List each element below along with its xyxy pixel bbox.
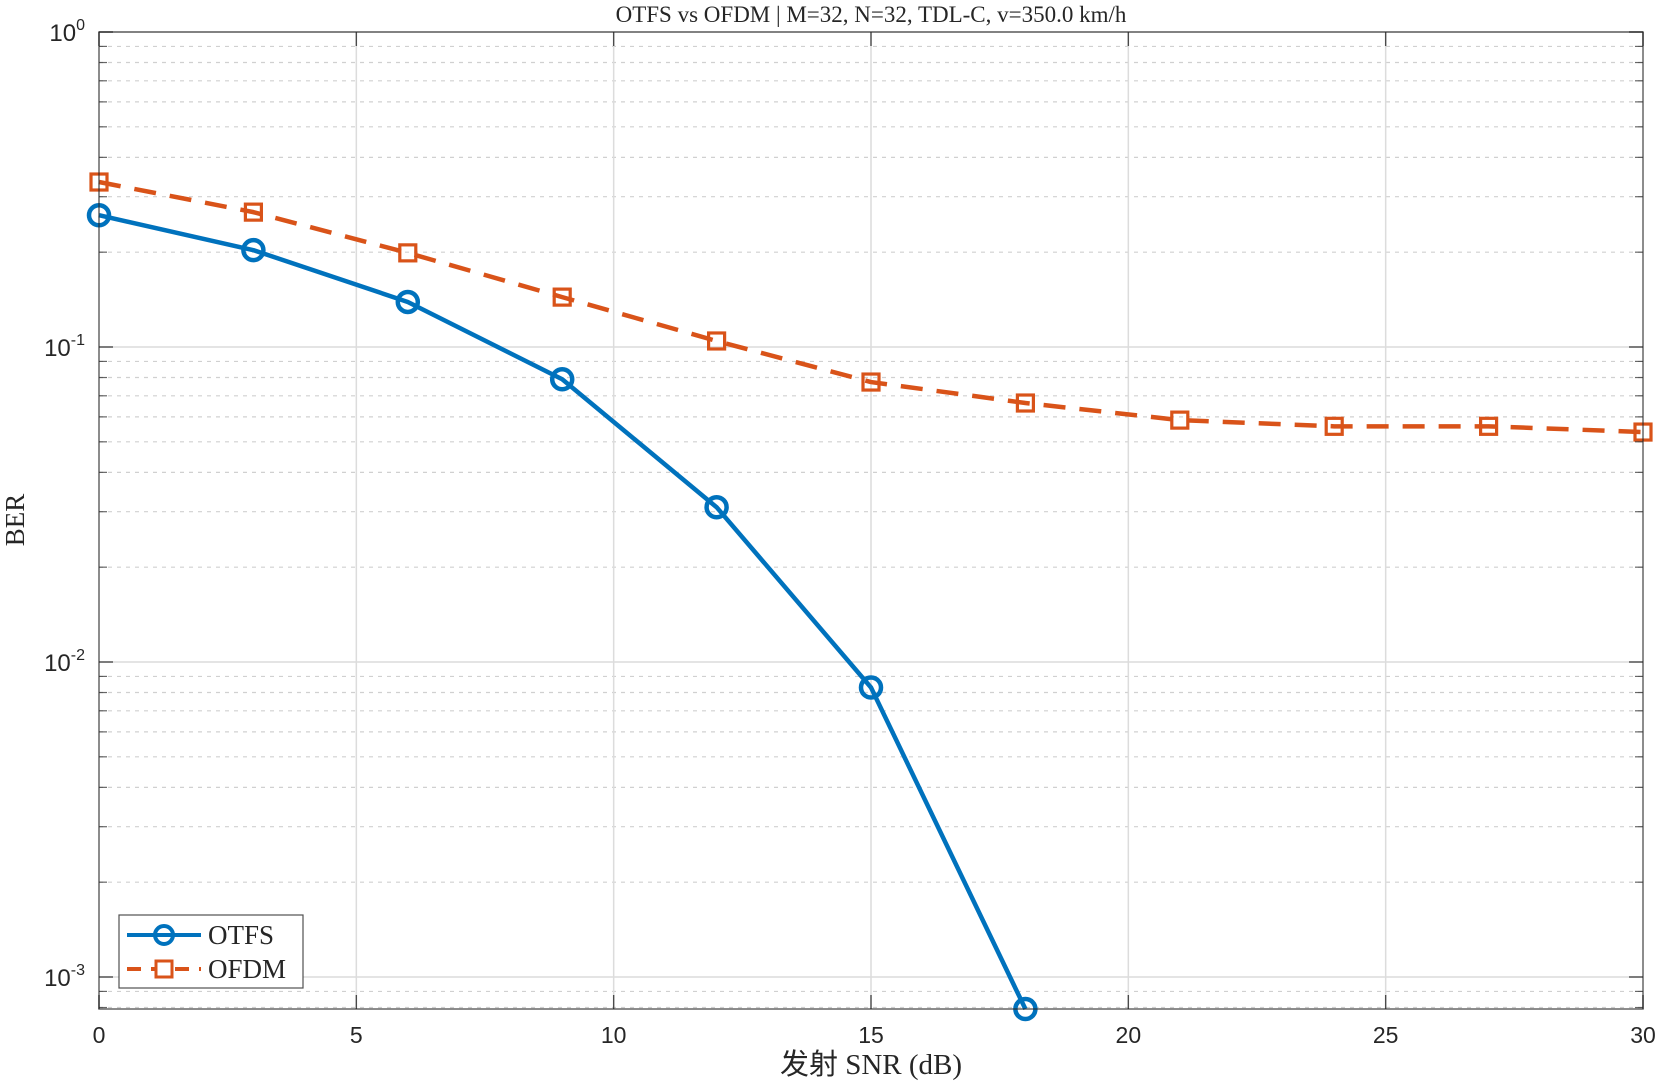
legend-item-otfs[interactable]: OTFS	[127, 920, 274, 950]
square-marker-icon	[1478, 416, 1499, 436]
x-tick-label: 0	[93, 1022, 106, 1048]
otfs-line	[98, 213, 1028, 1010]
x-tick-label: 30	[1630, 1022, 1656, 1048]
y-tick-label: 10-3	[44, 962, 85, 992]
x-tick-label: 5	[350, 1022, 363, 1048]
circle-marker-icon	[549, 366, 575, 392]
legend-otfs-circle-marker-icon	[153, 924, 175, 946]
y-tick-label: 10-1	[44, 332, 85, 362]
square-marker-icon	[243, 202, 263, 222]
chart-title: OTFS vs OFDM | M=32, N=32, TDL-C, v=350.…	[616, 2, 1127, 27]
square-marker-icon	[1015, 393, 1036, 413]
series-otfs	[86, 202, 1038, 1022]
square-marker-icon	[1170, 410, 1190, 430]
circle-marker-icon	[395, 289, 421, 315]
y-tick-label: 100	[49, 17, 85, 47]
axis-ticks	[98, 31, 1644, 1009]
legend-ofdm-square-marker-icon	[154, 959, 174, 979]
legend-item-ofdm[interactable]: OFDM	[127, 954, 286, 984]
series-layer	[86, 172, 1653, 1022]
x-tick-label: 10	[601, 1022, 627, 1048]
legend-ofdm-label: OFDM	[208, 954, 286, 984]
square-marker-icon	[552, 287, 572, 307]
circle-marker-icon	[858, 675, 884, 700]
square-marker-icon	[398, 243, 418, 263]
x-tick-labels: 0 5 10 15 20 25 30	[93, 1022, 1656, 1048]
legend-otfs-label: OTFS	[208, 920, 274, 950]
major-grid	[99, 31, 1643, 1009]
square-marker-icon	[1324, 416, 1344, 436]
x-tick-label: 20	[1116, 1022, 1142, 1048]
circle-marker-icon	[704, 494, 729, 520]
square-marker-icon	[706, 331, 727, 351]
x-tick-label: 15	[858, 1022, 884, 1048]
y-axis-label: BER	[0, 494, 30, 547]
x-tick-label: 25	[1373, 1022, 1399, 1048]
y-tick-label: 10-2	[44, 647, 85, 677]
legend-box	[118, 914, 304, 989]
legend[interactable]: OTFS OFDM	[118, 914, 304, 989]
y-tick-labels: 100 10-1 10-2 10-3	[44, 17, 85, 992]
x-axis-label: 发射 SNR (dB)	[780, 1048, 962, 1081]
circle-marker-icon	[241, 237, 266, 263]
ofdm-line	[98, 179, 1644, 435]
square-marker-icon	[861, 372, 881, 392]
